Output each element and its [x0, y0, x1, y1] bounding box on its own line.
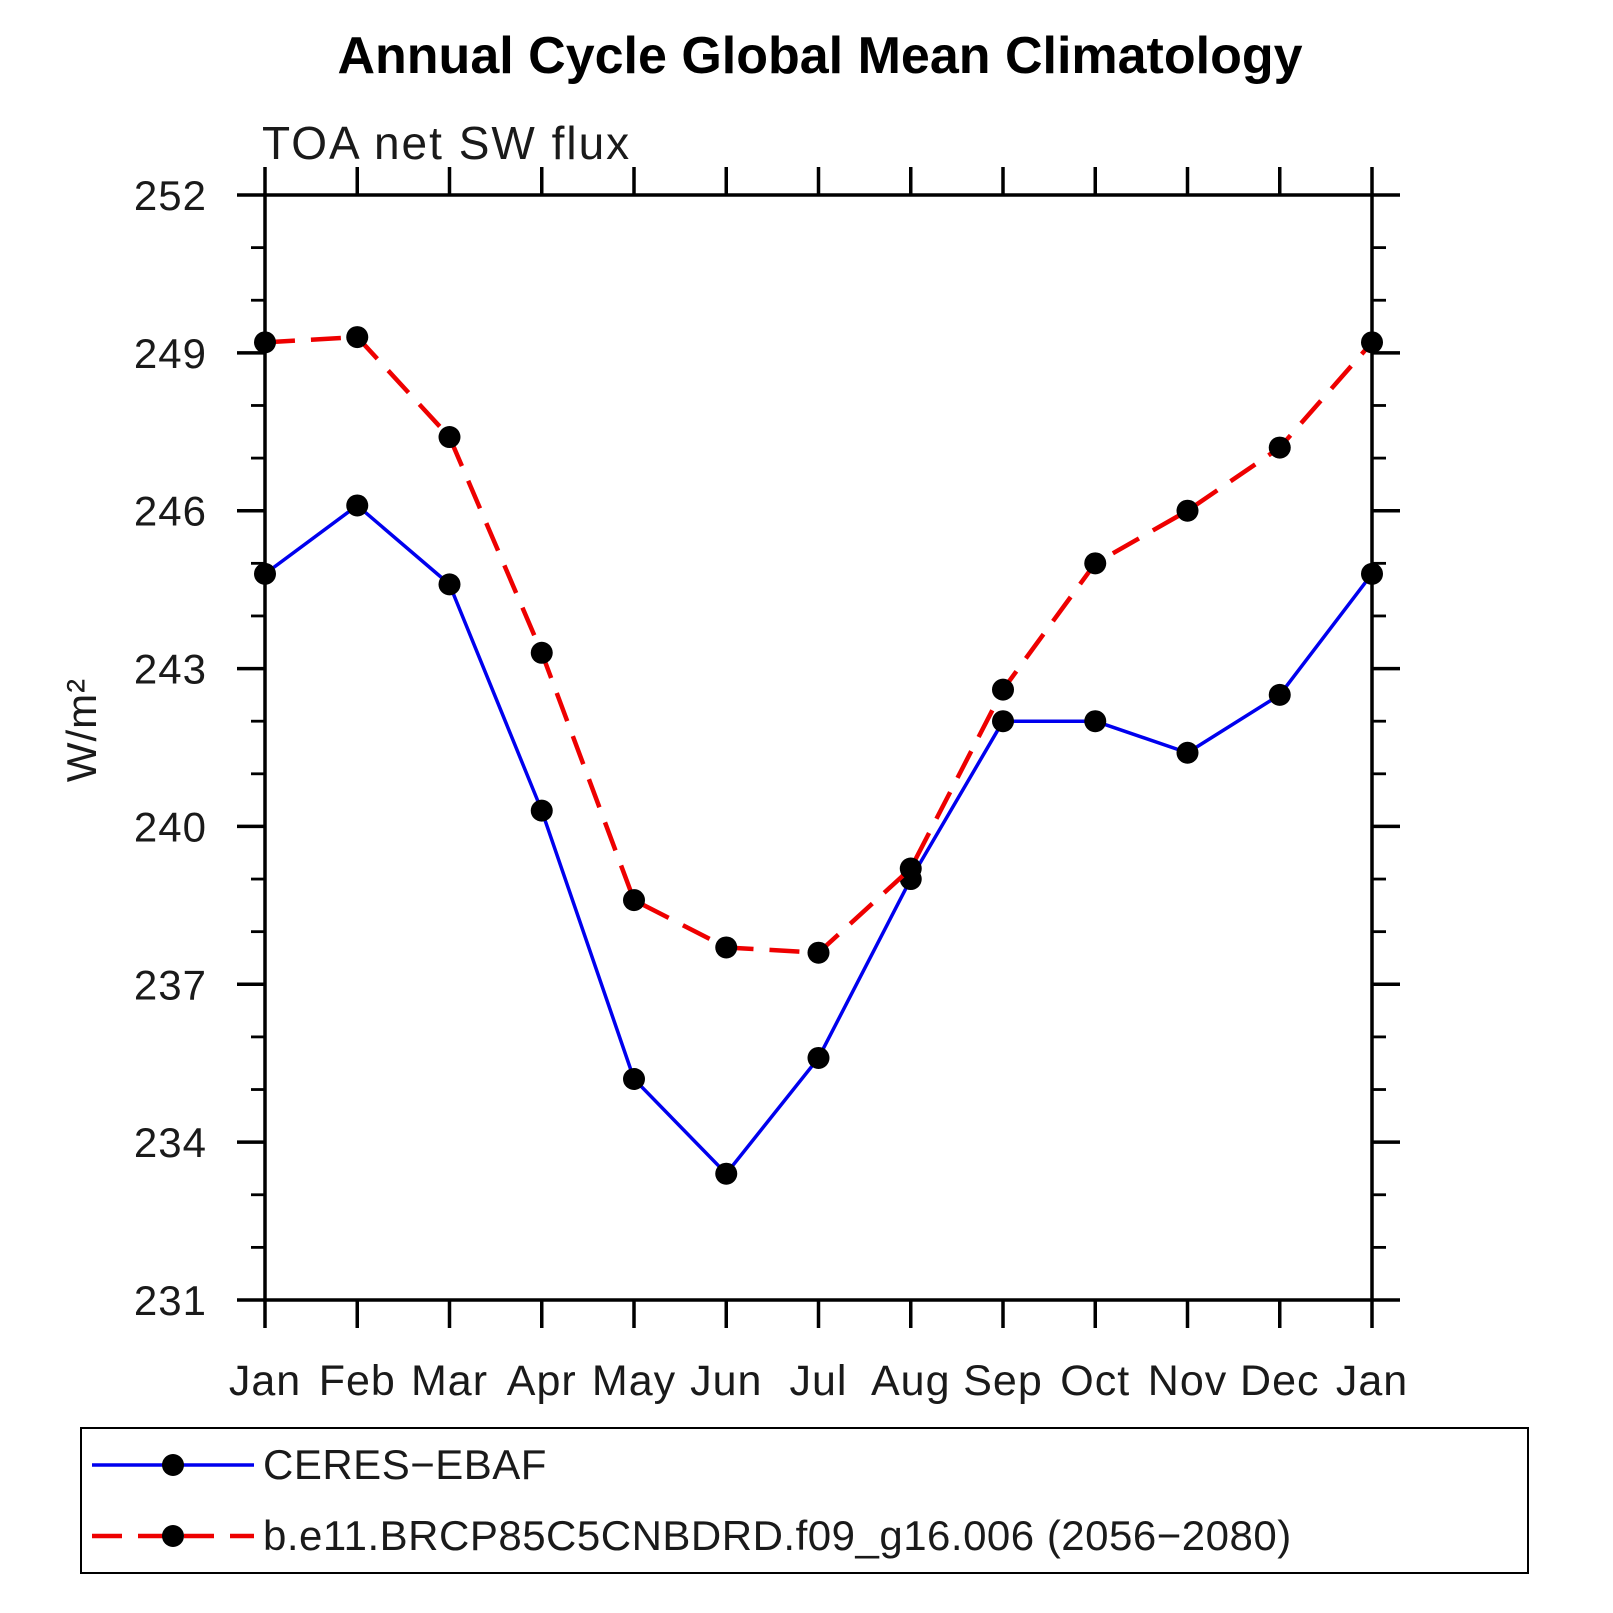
x-tick-label: Nov — [1148, 1357, 1227, 1405]
legend-entry-model-run: b.e11.BRCP85C5CNBDRD.f09_g16.006 (2056−2… — [82, 1501, 1527, 1572]
y-tick-label: 240 — [134, 803, 207, 850]
x-tick-label: Jun — [690, 1357, 762, 1405]
data-point-marker-1 — [530, 641, 553, 664]
legend-swatch-solid-blue-line — [92, 1453, 254, 1476]
x-tick-label: Jul — [790, 1357, 848, 1405]
chart-title: Annual Cycle Global Mean Climatology — [337, 27, 1303, 85]
y-tick-label: 237 — [134, 961, 207, 1008]
data-point-marker-1 — [346, 326, 369, 349]
data-point-marker-1 — [1176, 499, 1199, 522]
series-line-1 — [264, 334, 1374, 955]
data-point-marker-1 — [807, 941, 830, 964]
y-tick-label: 246 — [134, 488, 207, 535]
x-tick-label: Jan — [229, 1357, 301, 1405]
data-point-marker-0 — [715, 1162, 738, 1185]
x-tick-label: Mar — [411, 1357, 488, 1405]
x-tick-label: Sep — [963, 1357, 1043, 1405]
data-point-marker-0 — [623, 1068, 645, 1090]
x-tick-label: Aug — [871, 1357, 951, 1405]
y-tick-label: 231 — [134, 1277, 207, 1324]
legend-label-ceres-ebaf: CERES−EBAF — [263, 1440, 547, 1488]
x-tick-label: Dec — [1240, 1357, 1319, 1405]
legend-swatch-dashed-red-line — [92, 1525, 254, 1548]
data-point-marker-1 — [438, 426, 461, 449]
legend-marker-dot — [162, 1453, 184, 1476]
x-tick-label: Feb — [319, 1357, 396, 1405]
data-point-marker-1 — [715, 936, 738, 959]
y-tick-label: 249 — [134, 330, 207, 377]
data-point-marker-0 — [1176, 741, 1199, 764]
data-point-marker-0 — [1268, 683, 1291, 706]
y-tick-label: 234 — [134, 1119, 207, 1166]
x-tick-label: May — [592, 1357, 676, 1405]
series-line-0 — [263, 503, 1374, 1176]
legend-label-model-run: b.e11.BRCP85C5CNBDRD.f09_g16.006 (2056−2… — [263, 1512, 1292, 1560]
plot-frame — [263, 193, 1374, 1302]
data-point-marker-1 — [254, 331, 276, 354]
data-point-marker-0 — [346, 494, 369, 517]
legend-box: CERES−EBAF b.e11.BRCP85C5CNBDRD.f09_g16.… — [80, 1427, 1529, 1574]
data-point-marker-1 — [899, 857, 922, 880]
chart-subtitle: TOA net SW flux — [262, 117, 632, 169]
data-point-marker-1 — [1084, 552, 1107, 575]
x-tick-label: Jan — [1336, 1357, 1408, 1405]
y-tick-label: 243 — [134, 646, 207, 693]
data-point-marker-1 — [623, 889, 645, 912]
data-point-marker-0 — [438, 573, 461, 596]
data-point-marker-0 — [1084, 710, 1107, 733]
data-point-marker-0 — [1361, 562, 1383, 585]
x-tick-label: Apr — [507, 1357, 577, 1405]
legend-marker-dot — [162, 1525, 184, 1548]
data-point-marker-1 — [992, 678, 1014, 701]
data-point-marker-1 — [1268, 436, 1291, 459]
data-point-marker-0 — [254, 562, 276, 585]
y-tick-label: 252 — [134, 172, 207, 219]
x-tick-label: Oct — [1060, 1357, 1130, 1405]
data-point-marker-0 — [992, 710, 1014, 733]
data-point-marker-0 — [807, 1046, 830, 1069]
data-point-marker-0 — [530, 799, 553, 822]
data-point-marker-1 — [1361, 331, 1383, 354]
legend-entry-ceres-ebaf: CERES−EBAF — [82, 1429, 1527, 1500]
